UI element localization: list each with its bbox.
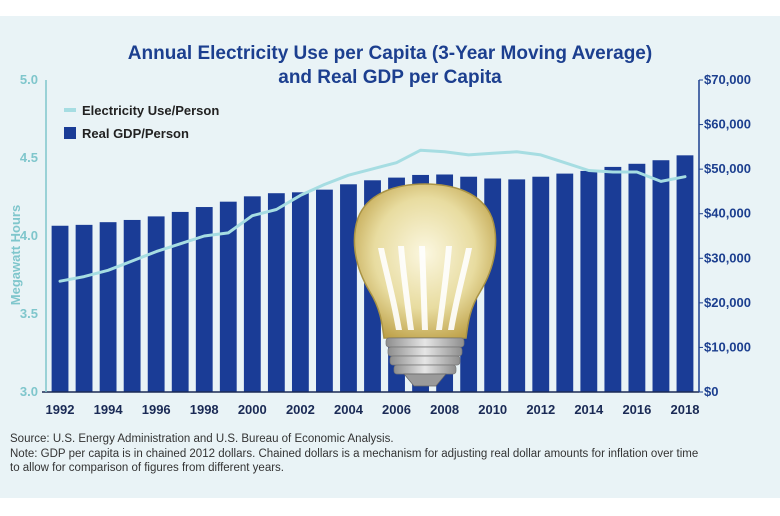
electricity-line-layer bbox=[58, 148, 687, 283]
gdp-bar-2012 bbox=[532, 176, 550, 392]
gdp-bar-2004 bbox=[340, 184, 357, 392]
x-tick-label: 2010 bbox=[478, 402, 507, 417]
gdp-bar-2017 bbox=[652, 160, 670, 392]
gdp-bar-1995 bbox=[123, 219, 141, 392]
x-tick-label: 2002 bbox=[286, 402, 315, 417]
source-note: Source: U.S. Energy Administration and U… bbox=[10, 433, 394, 445]
gdp-bar-1998 bbox=[195, 207, 213, 392]
gdp-bar-1997 bbox=[171, 211, 189, 392]
chart-title-line-2: and Real GDP per Capita bbox=[278, 67, 502, 88]
gdp-bar-2016 bbox=[628, 163, 646, 392]
x-tick-label: 2014 bbox=[574, 402, 604, 417]
chart-notes: Source: U.S. Energy Administration and U… bbox=[10, 432, 775, 476]
x-tick-label: 2012 bbox=[526, 402, 555, 417]
gdp-bar-2015 bbox=[604, 166, 622, 392]
legend-label-gdp: Real GDP/Person bbox=[82, 126, 189, 141]
chart-title: Annual Electricity Use per Capita (3-Yea… bbox=[40, 42, 740, 90]
gdp-bar-1992 bbox=[51, 225, 69, 392]
x-tick-label: 2000 bbox=[238, 402, 267, 417]
x-tick-label: 2016 bbox=[622, 402, 651, 417]
methodology-note-line-2: to allow for comparison of figures from … bbox=[10, 462, 284, 474]
gdp-bar-1996 bbox=[147, 216, 165, 392]
x-tick-label: 2004 bbox=[334, 402, 364, 417]
y-right-tick-label: $30,000 bbox=[704, 250, 751, 265]
y-left-tick-label: 4.5 bbox=[20, 150, 38, 165]
gdp-bar-1993 bbox=[75, 224, 93, 392]
y-right-tick-label: $70,000 bbox=[704, 72, 751, 87]
y-left-tick-label: 3.0 bbox=[20, 384, 38, 399]
y-right-tick-label: $10,000 bbox=[704, 339, 751, 354]
legend-label-electricity: Electricity Use/Person bbox=[82, 103, 219, 118]
gdp-bar-1994 bbox=[99, 222, 117, 392]
gdp-bar-2011 bbox=[508, 179, 526, 392]
legend-line-swatch bbox=[64, 108, 76, 112]
gdp-bar-2000 bbox=[243, 196, 261, 392]
x-tick-label: 2018 bbox=[671, 402, 700, 417]
gdp-bar-2001 bbox=[267, 193, 285, 392]
legend-bar-swatch bbox=[64, 127, 76, 139]
y-left-tick-label: 4.0 bbox=[20, 228, 38, 243]
gdp-bar-2003 bbox=[316, 189, 333, 392]
axes: 3.0 3.5 4.0 4.5 5.0 $0 $10,000 $20,000 $30,000 $4… bbox=[20, 72, 751, 417]
x-tick-label: 1996 bbox=[142, 402, 171, 417]
y-left-tick-label: 3.5 bbox=[20, 306, 38, 321]
x-tick-label: 2008 bbox=[430, 402, 459, 417]
y-left-tick-label: 5.0 bbox=[20, 72, 38, 87]
y-right-tick-label: $20,000 bbox=[704, 295, 751, 310]
gdp-bar-1999 bbox=[219, 201, 237, 392]
chart-title-line-1: Annual Electricity Use per Capita (3-Yea… bbox=[127, 43, 653, 64]
x-tick-label: 1994 bbox=[94, 402, 124, 417]
x-tick-label: 2006 bbox=[382, 402, 411, 417]
y-axis-left-label: Megawatt Hours bbox=[8, 205, 23, 305]
y-right-tick-label: $50,000 bbox=[704, 161, 751, 176]
gdp-bar-2013 bbox=[556, 173, 574, 392]
lightbulb-illustration bbox=[353, 183, 497, 387]
y-right-tick-label: $60,000 bbox=[704, 117, 751, 132]
gdp-bar-2014 bbox=[580, 170, 598, 392]
gdp-bars bbox=[51, 155, 694, 392]
legend: Electricity Use/Person Real GDP/Person bbox=[64, 103, 219, 141]
y-right-tick-label: $40,000 bbox=[704, 206, 751, 221]
y-right-tick-label: $0 bbox=[704, 384, 718, 399]
electricity-line bbox=[58, 148, 687, 283]
methodology-note-line-1: Note: GDP per capita is in chained 2012 … bbox=[10, 447, 699, 460]
gdp-bar-2002 bbox=[291, 192, 309, 392]
x-tick-label: 1998 bbox=[190, 402, 219, 417]
x-tick-label: 1992 bbox=[46, 402, 75, 417]
gdp-bar-2018 bbox=[676, 155, 694, 392]
